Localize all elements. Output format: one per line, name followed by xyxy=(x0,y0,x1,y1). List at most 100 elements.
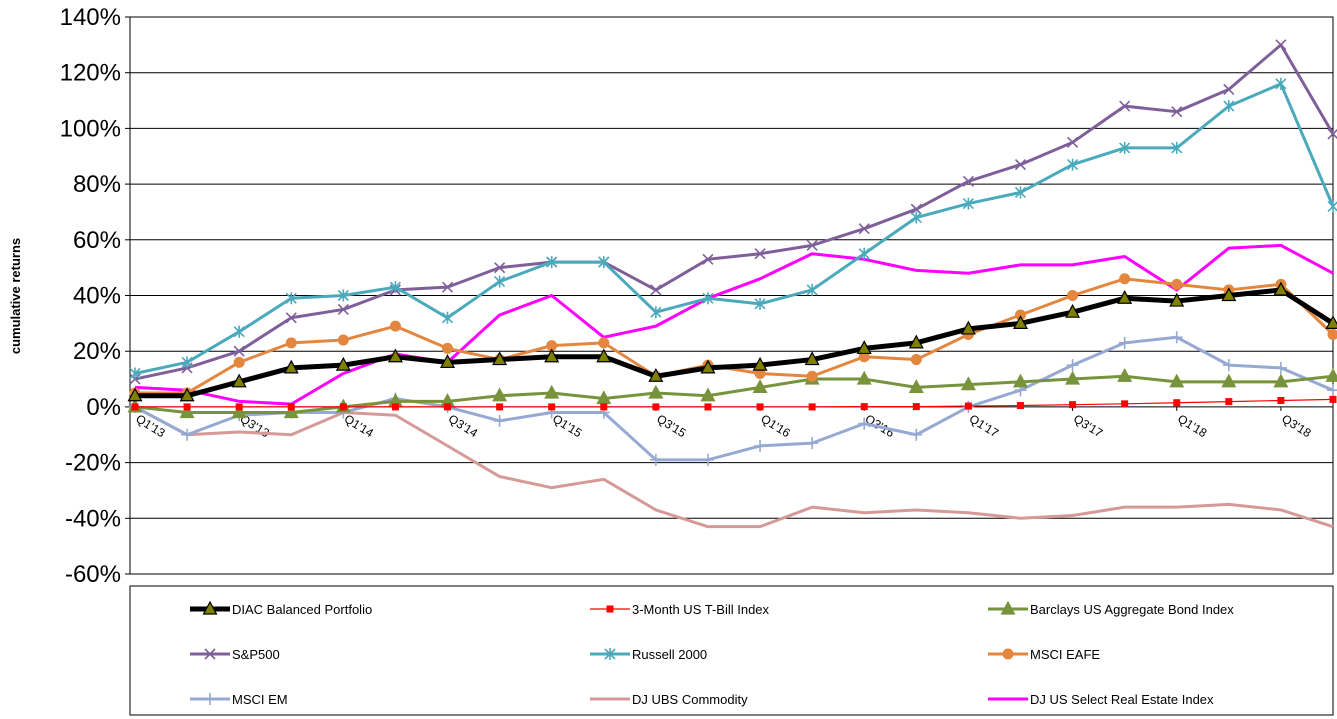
data-point xyxy=(1173,399,1181,407)
y-tick-label: 40% xyxy=(73,283,121,310)
gridlines xyxy=(130,16,1333,575)
legend-item: MSCI EAFE xyxy=(988,647,1100,662)
data-point xyxy=(1065,303,1081,318)
legend: DIAC Balanced Portfolio 3-Month US T-Bill… xyxy=(190,600,1234,707)
legend-label: 3-Month US T-Bill Index xyxy=(632,602,770,617)
data-point xyxy=(912,403,920,411)
data-point xyxy=(494,262,506,274)
data-point xyxy=(701,453,714,466)
data-point xyxy=(964,402,972,410)
data-point xyxy=(652,403,660,411)
data-point xyxy=(387,348,403,363)
legend-label: DIAC Balanced Portfolio xyxy=(232,602,372,617)
y-tick-label: 100% xyxy=(60,115,121,142)
data-point xyxy=(754,367,766,379)
data-point xyxy=(1171,141,1183,154)
series-line xyxy=(134,43,1335,381)
data-point xyxy=(440,354,456,368)
data-point xyxy=(754,297,766,310)
series-line xyxy=(134,243,1334,406)
data-point xyxy=(1325,315,1337,329)
data-point xyxy=(1012,373,1028,388)
data-point xyxy=(492,387,508,402)
legend-item: MSCI EM xyxy=(190,692,288,707)
data-point xyxy=(391,403,399,411)
data-point xyxy=(650,306,662,319)
data-point xyxy=(752,379,768,394)
series-3-month-us-t-bill-index xyxy=(131,395,1337,411)
data-point xyxy=(1012,315,1028,329)
data-point xyxy=(179,387,195,402)
data-point xyxy=(235,403,243,411)
data-point xyxy=(1117,290,1133,304)
data-point xyxy=(1277,396,1285,404)
data-point xyxy=(337,334,349,346)
legend-box xyxy=(129,585,1334,716)
data-point xyxy=(858,223,870,235)
data-point xyxy=(596,348,612,363)
data-point xyxy=(858,247,870,260)
data-point xyxy=(1067,136,1079,148)
data-point xyxy=(960,320,976,335)
data-point xyxy=(649,453,662,466)
data-point xyxy=(908,334,924,349)
y-axis-ticks: -60% -40% -20% 0% 20% 40% 60% 80% 100% 120% 140% xyxy=(60,4,130,588)
legend-marker xyxy=(1002,648,1014,660)
data-point xyxy=(546,340,558,352)
data-point xyxy=(648,384,664,399)
data-point xyxy=(1169,292,1185,307)
data-point xyxy=(283,359,299,374)
x-tick-label: Q3'17 xyxy=(1071,412,1106,441)
legend-marker xyxy=(606,605,614,613)
data-point xyxy=(856,370,872,385)
data-point xyxy=(1014,309,1026,321)
data-point xyxy=(754,248,766,260)
data-point xyxy=(908,379,924,394)
data-point xyxy=(1325,368,1337,382)
data-point xyxy=(544,348,560,363)
data-point xyxy=(441,311,454,324)
data-point xyxy=(1327,328,1337,340)
data-point xyxy=(962,197,974,210)
data-point xyxy=(700,359,716,374)
legend-marker xyxy=(204,693,216,705)
data-point xyxy=(1275,39,1287,51)
data-point xyxy=(285,337,297,349)
data-point xyxy=(492,351,508,366)
data-point xyxy=(233,325,245,338)
x-tick-label: Q1'16 xyxy=(758,412,793,441)
data-point xyxy=(1014,159,1027,171)
legend-item: Russell 2000 xyxy=(590,647,707,662)
x-tick-label: Q3'15 xyxy=(654,412,689,441)
legend-item: DIAC Balanced Portfolio xyxy=(190,600,372,617)
data-point xyxy=(233,356,245,368)
data-point xyxy=(1327,200,1337,213)
data-point xyxy=(1119,141,1131,154)
data-point xyxy=(1121,400,1129,408)
data-point xyxy=(496,403,504,411)
data-point xyxy=(960,376,976,391)
series-line xyxy=(135,277,1335,395)
y-tick-label: 20% xyxy=(73,338,121,365)
data-point xyxy=(700,387,716,402)
legend-item: Barclays US Aggregate Bond Index xyxy=(988,600,1234,617)
data-point xyxy=(1273,373,1289,388)
data-point xyxy=(283,404,299,419)
legend-item: 3-Month US T-Bill Index xyxy=(590,602,770,617)
data-point xyxy=(1169,373,1185,388)
data-point xyxy=(339,403,347,411)
data-point xyxy=(389,320,401,332)
data-point xyxy=(860,403,868,411)
data-point xyxy=(702,292,714,305)
legend-label: Russell 2000 xyxy=(632,647,707,662)
data-point xyxy=(131,403,139,411)
data-point xyxy=(910,354,922,366)
series-line xyxy=(134,82,1335,375)
data-point xyxy=(1066,359,1079,372)
data-point xyxy=(962,175,974,187)
series-diac-balanced-portfolio xyxy=(127,281,1337,402)
data-point xyxy=(1171,278,1183,290)
data-point xyxy=(285,312,297,324)
data-point xyxy=(127,387,143,402)
series-line xyxy=(135,287,1335,399)
